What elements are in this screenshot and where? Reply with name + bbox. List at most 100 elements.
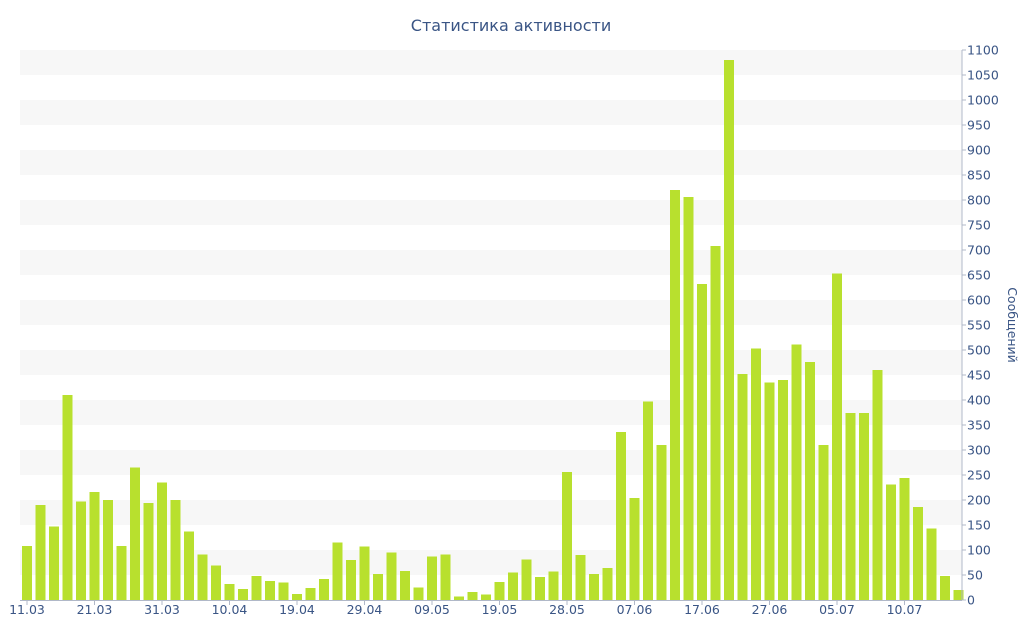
x-tick-label: 28.05 (549, 602, 585, 617)
y-tick-label: 1100 (967, 43, 999, 58)
bar (886, 484, 896, 600)
x-tick-label: 17.06 (684, 602, 720, 617)
bar (872, 370, 883, 600)
bar (481, 594, 491, 600)
bar (184, 531, 194, 600)
y-tick-label: 0 (967, 593, 975, 608)
bar (940, 576, 950, 600)
y-tick-label: 650 (967, 268, 991, 283)
y-tick-label: 100 (967, 543, 991, 558)
bar (305, 588, 316, 600)
bar (346, 560, 356, 600)
y-tick-label: 700 (967, 243, 991, 258)
bar (130, 467, 140, 600)
bar (319, 579, 329, 600)
bar (440, 554, 451, 600)
bar (89, 492, 100, 600)
x-tick-label: 05.07 (819, 602, 855, 617)
y-tick-label: 850 (967, 168, 991, 183)
bar (224, 584, 235, 600)
x-tick-label: 10.04 (212, 602, 248, 617)
y-tick-label: 400 (967, 393, 991, 408)
x-tick-label: 19.05 (482, 602, 518, 617)
grid-band (20, 400, 962, 425)
grid-band (20, 150, 962, 175)
y-tick-label: 450 (967, 368, 991, 383)
grid-band (20, 200, 962, 225)
bar (913, 507, 923, 600)
bar (211, 565, 221, 600)
bar (629, 498, 640, 600)
bar (710, 246, 721, 600)
bar (616, 432, 626, 600)
x-tick-label: 11.03 (9, 602, 45, 617)
bar (548, 571, 559, 600)
bar (805, 362, 815, 600)
bar (359, 546, 370, 600)
grid-band (20, 100, 962, 125)
x-tick-label: 27.06 (752, 602, 788, 617)
bar (238, 589, 248, 600)
y-tick-label: 1000 (967, 93, 999, 108)
bar (35, 505, 46, 600)
bar (778, 380, 788, 600)
bar (737, 374, 748, 600)
bar (575, 555, 586, 600)
bar (845, 413, 856, 600)
bar (953, 590, 964, 600)
y-tick-label: 200 (967, 493, 991, 508)
y-axis-label: Сообщений (1005, 287, 1020, 363)
x-tick-label: 07.06 (617, 602, 653, 617)
bar (791, 344, 802, 600)
bar (103, 500, 113, 600)
bar (670, 190, 680, 600)
x-tick-label: 29.04 (347, 602, 383, 617)
bar (535, 577, 545, 600)
bar (76, 501, 86, 600)
bar (116, 546, 127, 600)
bar (494, 582, 505, 600)
bar (697, 284, 707, 600)
bar (265, 581, 275, 600)
y-tick-label: 800 (967, 193, 991, 208)
x-tick-label: 09.05 (414, 602, 450, 617)
y-tick-label: 250 (967, 468, 991, 483)
y-tick-label: 900 (967, 143, 991, 158)
grid-band (20, 50, 962, 75)
y-axis: 0 50 100 150 200 250 300 350 400 450 500 550 600 650 7… (961, 43, 999, 608)
bar (643, 401, 653, 600)
bar (413, 587, 424, 600)
x-tick-label: 21.03 (77, 602, 113, 617)
grid-band (20, 300, 962, 325)
bar (724, 60, 734, 600)
bar (508, 572, 518, 600)
bars-group (22, 60, 964, 600)
bar (197, 554, 208, 600)
y-tick-label: 500 (967, 343, 991, 358)
bar (62, 395, 73, 600)
y-tick-label: 600 (967, 293, 991, 308)
y-tick-label: 750 (967, 218, 991, 233)
y-tick-label: 300 (967, 443, 991, 458)
bar (49, 526, 59, 600)
bar (373, 574, 383, 600)
bar (859, 413, 869, 600)
bar (170, 500, 181, 600)
bar (521, 559, 532, 600)
x-tick-label: 10.07 (887, 602, 923, 617)
y-tick-label: 50 (967, 568, 983, 583)
grid-band (20, 350, 962, 375)
bar (143, 503, 154, 600)
grid-band (20, 250, 962, 275)
bar (656, 445, 667, 600)
bar (589, 574, 599, 600)
bar (22, 546, 32, 600)
bar (467, 592, 478, 600)
bar (400, 571, 410, 600)
bar (926, 528, 937, 600)
bar (683, 197, 694, 600)
x-tick-label: 19.04 (279, 602, 315, 617)
x-axis: 11.03 21.03 31.03 10.04 19.04 29.04 09.05 19.05… (9, 600, 962, 617)
y-tick-label: 1050 (967, 68, 999, 83)
